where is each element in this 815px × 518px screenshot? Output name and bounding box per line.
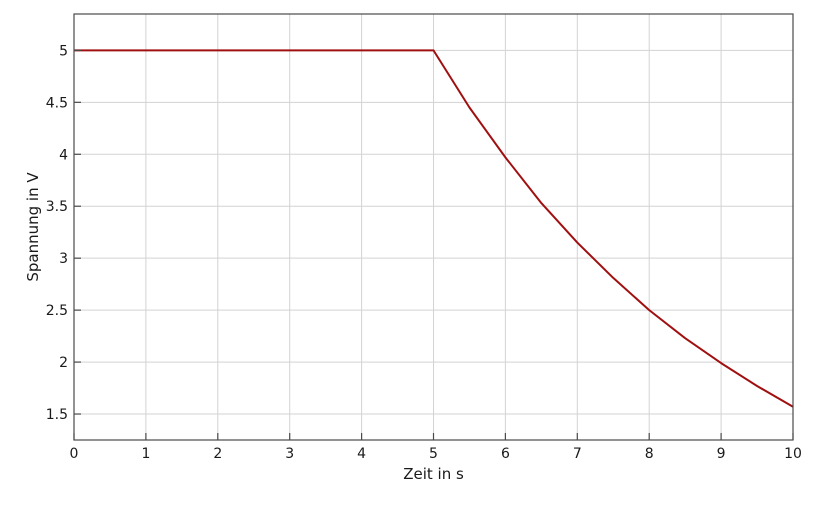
- y-axis-label: Spannung in V: [24, 172, 42, 282]
- x-axis: 0 1 2 3 4 5 6 7 8 9 10: [70, 433, 802, 462]
- y-axis: 1.5 2 2.5 3 3.5 4 4.5 5: [46, 43, 81, 423]
- x-tick-label: 7: [573, 446, 582, 462]
- x-tick-label: 5: [429, 446, 438, 462]
- y-tick-label: 5: [59, 43, 68, 59]
- x-tick-label: 6: [501, 446, 510, 462]
- y-tick-label: 1.5: [46, 407, 68, 423]
- x-tick-label: 0: [70, 446, 79, 462]
- y-tick-label: 3.5: [46, 199, 68, 215]
- y-tick-label: 2: [59, 355, 68, 371]
- series-layer: [74, 49, 794, 408]
- x-axis-label: Zeit in s: [403, 465, 464, 483]
- y-tick-label: 2.5: [46, 303, 68, 319]
- grid: [73, 14, 794, 440]
- y-tick-label: 4: [59, 147, 68, 163]
- x-tick-label: 4: [357, 446, 366, 462]
- x-tick-label: 3: [285, 446, 294, 462]
- series-line: [74, 49, 794, 408]
- y-tick-label: 4.5: [46, 95, 68, 111]
- x-tick-label: 1: [141, 446, 150, 462]
- x-tick-label: 8: [645, 446, 654, 462]
- x-tick-label: 9: [717, 446, 726, 462]
- x-tick-label: 10: [784, 446, 802, 462]
- y-tick-label: 3: [59, 251, 68, 267]
- x-tick-label: 2: [213, 446, 222, 462]
